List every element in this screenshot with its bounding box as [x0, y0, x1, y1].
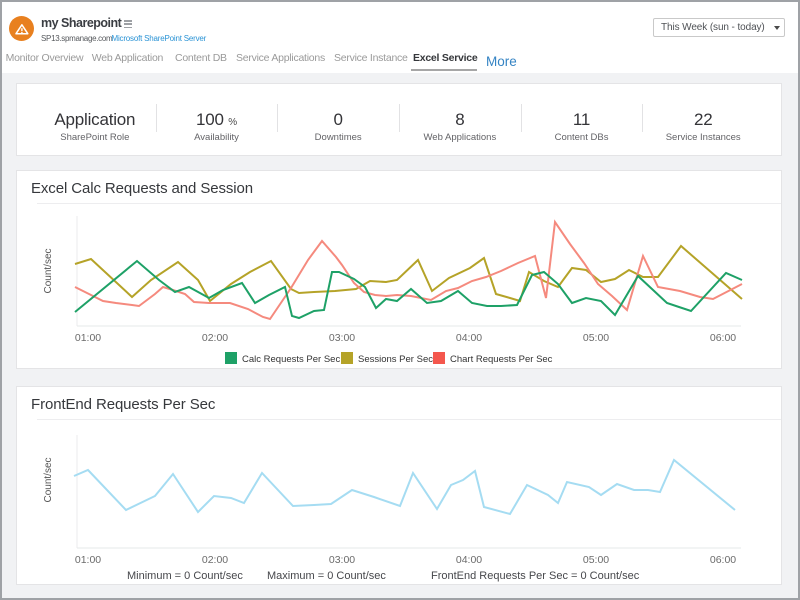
svg-text:Minimum = 0 Count/sec: Minimum = 0 Count/sec	[127, 570, 243, 582]
svg-text:03:00: 03:00	[329, 332, 355, 344]
svg-text:Sessions Per Sec: Sessions Per Sec	[358, 354, 433, 365]
svg-text:Chart Requests Per Sec: Chart Requests Per Sec	[450, 354, 553, 365]
svg-text:05:00: 05:00	[583, 332, 609, 344]
svg-text:01:00: 01:00	[75, 554, 101, 566]
svg-text:06:00: 06:00	[710, 332, 736, 344]
svg-text:FrontEnd Requests Per Sec = 0: FrontEnd Requests Per Sec = 0 Count/sec	[431, 570, 640, 582]
svg-text:06:00: 06:00	[710, 554, 736, 566]
svg-text:03:00: 03:00	[329, 554, 355, 566]
svg-text:Maximum = 0 Count/sec: Maximum = 0 Count/sec	[267, 570, 386, 582]
svg-text:04:00: 04:00	[456, 554, 482, 566]
svg-text:05:00: 05:00	[583, 554, 609, 566]
svg-text:04:00: 04:00	[456, 332, 482, 344]
svg-text:01:00: 01:00	[75, 332, 101, 344]
svg-text:Count/sec: Count/sec	[43, 248, 54, 293]
svg-text:Calc Requests Per Sec: Calc Requests Per Sec	[242, 354, 340, 365]
svg-text:02:00: 02:00	[202, 554, 228, 566]
svg-text:Count/sec: Count/sec	[43, 457, 54, 502]
svg-text:02:00: 02:00	[202, 332, 228, 344]
